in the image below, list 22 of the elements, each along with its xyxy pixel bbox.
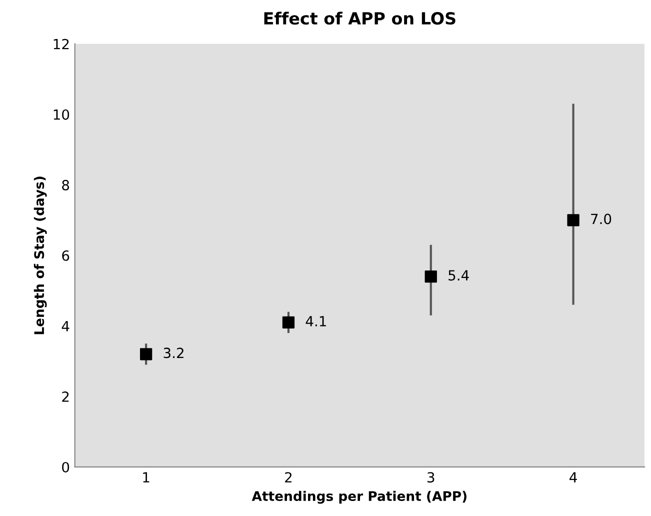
y-tick-label: 4: [62, 321, 70, 332]
x-tick-label: 1: [143, 472, 150, 482]
y-tick-label: 12: [54, 38, 69, 50]
point: [282, 316, 295, 328]
x-tick-label: 3: [428, 472, 434, 483]
y-axis-title: Length of Stay (days): [34, 176, 47, 334]
data-label: 3.2: [164, 348, 184, 358]
data-label: 4.1: [306, 316, 326, 326]
point: [567, 214, 580, 226]
data-label: 7.0: [591, 214, 612, 224]
data-label: 5.4: [448, 270, 469, 281]
point: [424, 270, 437, 283]
x-axis-title: Attendings per Patient (APP): [252, 490, 466, 504]
point: [140, 348, 152, 360]
x-tick-label: 4: [570, 472, 577, 482]
y-tick-label: 10: [54, 109, 70, 120]
y-tick-label: 8: [62, 180, 70, 190]
chart-title: Effect of APP on LOS: [264, 12, 456, 25]
y-tick-label: 6: [62, 250, 70, 261]
y-tick-label: 2: [62, 391, 69, 402]
x-tick-label: 2: [285, 472, 292, 482]
y-tick-label: 0: [62, 462, 70, 472]
